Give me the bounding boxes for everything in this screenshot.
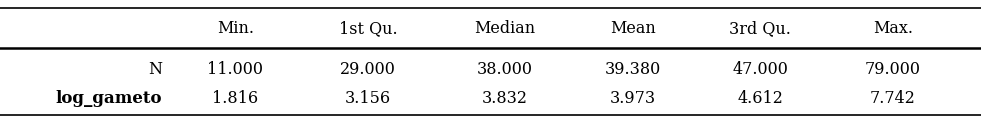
Text: 1.816: 1.816 bbox=[212, 90, 259, 107]
Text: Median: Median bbox=[475, 20, 536, 37]
Text: 3.973: 3.973 bbox=[609, 90, 656, 107]
Text: Max.: Max. bbox=[873, 20, 912, 37]
Text: 3.156: 3.156 bbox=[344, 90, 391, 107]
Text: 3.832: 3.832 bbox=[483, 90, 528, 107]
Text: 4.612: 4.612 bbox=[738, 90, 783, 107]
Text: 1st Qu.: 1st Qu. bbox=[338, 20, 397, 37]
Text: 3rd Qu.: 3rd Qu. bbox=[729, 20, 792, 37]
Text: Mean: Mean bbox=[610, 20, 655, 37]
Text: 39.380: 39.380 bbox=[604, 61, 661, 78]
Text: 79.000: 79.000 bbox=[864, 61, 921, 78]
Text: 47.000: 47.000 bbox=[733, 61, 788, 78]
Text: 38.000: 38.000 bbox=[477, 61, 534, 78]
Text: log_gameto: log_gameto bbox=[55, 90, 162, 107]
Text: N: N bbox=[148, 61, 162, 78]
Text: 11.000: 11.000 bbox=[207, 61, 264, 78]
Text: 29.000: 29.000 bbox=[340, 61, 395, 78]
Text: Min.: Min. bbox=[217, 20, 254, 37]
Text: 7.742: 7.742 bbox=[870, 90, 915, 107]
